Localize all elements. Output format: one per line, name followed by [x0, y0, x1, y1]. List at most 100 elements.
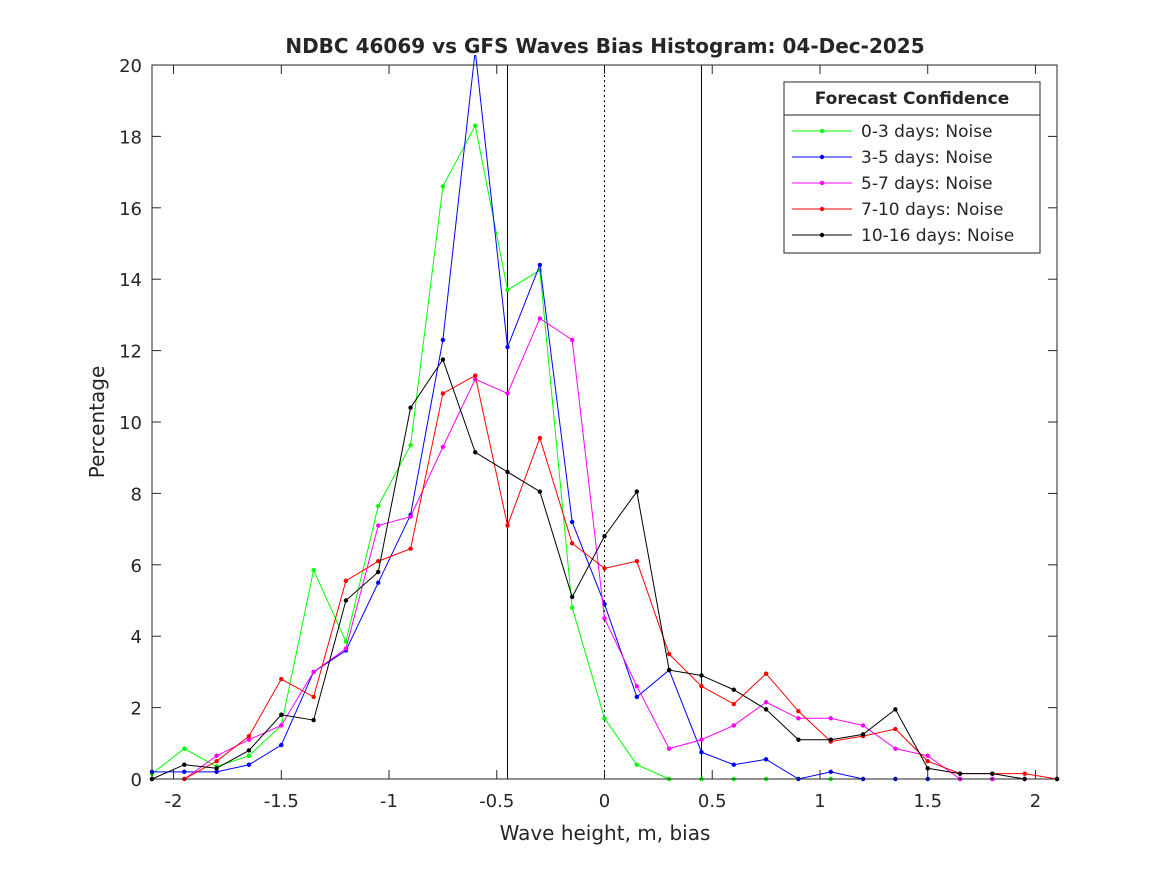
data-point [990, 771, 995, 776]
data-point [925, 753, 930, 758]
data-point [343, 646, 349, 651]
legend-swatch-marker [819, 180, 825, 186]
legend-swatch-marker [819, 154, 825, 160]
y-tick-label: 16 [119, 199, 142, 220]
data-point [602, 566, 607, 571]
data-point [182, 762, 187, 767]
data-point [246, 762, 252, 767]
data-point [860, 732, 866, 737]
data-point [505, 287, 510, 293]
data-point [279, 723, 284, 728]
data-point [796, 737, 801, 742]
data-point [408, 405, 413, 410]
x-tick-label: 1 [814, 791, 825, 812]
data-point [634, 762, 640, 767]
x-tick-label: -2 [165, 791, 183, 812]
data-point [505, 523, 510, 528]
x-tick-label: 0.5 [698, 791, 727, 812]
data-point [828, 769, 833, 775]
data-point [634, 683, 640, 689]
legend-entry-label: 3-5 days: Noise [861, 148, 993, 168]
data-point [602, 534, 607, 539]
data-point [473, 373, 478, 378]
data-point [343, 578, 349, 584]
data-point [699, 683, 704, 689]
data-point [925, 758, 930, 764]
y-tick-label: 12 [119, 342, 142, 363]
plot-area-frame [151, 64, 1058, 780]
data-point [796, 716, 801, 721]
legend-swatch-marker [819, 206, 825, 212]
x-tick-label: 0 [599, 791, 610, 812]
legend-box [783, 81, 1041, 254]
y-tick-label: 2 [131, 699, 142, 720]
data-point [376, 503, 381, 509]
data-point [311, 717, 316, 723]
data-point [537, 262, 543, 268]
data-point [731, 762, 736, 767]
y-tick-label: 6 [131, 556, 142, 577]
data-point [311, 567, 316, 573]
data-point [537, 489, 543, 494]
x-axis-label: Wave height, m, bias [500, 821, 711, 845]
data-point [505, 469, 510, 475]
data-point [731, 687, 736, 692]
data-point [440, 391, 446, 396]
data-point [699, 673, 704, 678]
data-point [699, 750, 704, 755]
data-point [214, 769, 219, 775]
data-point [925, 766, 930, 771]
legend-entry-label: 5-7 days: Noise [861, 174, 993, 194]
data-point [408, 443, 413, 448]
data-point [246, 748, 252, 753]
data-point [505, 391, 510, 396]
legend: Forecast Confidence 0-3 days: Noise 3-5 d… [783, 81, 1041, 254]
data-point [440, 184, 446, 189]
data-point [699, 737, 704, 742]
data-point [602, 716, 607, 721]
data-point [246, 753, 252, 758]
legend-swatch-marker [819, 232, 825, 238]
data-point [505, 344, 510, 350]
data-point [796, 708, 801, 714]
series-line [152, 317, 1057, 780]
y-axis-label: Percentage [85, 366, 109, 479]
data-point [569, 605, 575, 610]
x-tick-label: -1.5 [264, 791, 299, 812]
y-tick-label: 4 [131, 627, 142, 648]
data-point [828, 737, 833, 742]
data-point [440, 337, 446, 343]
data-point [214, 766, 219, 771]
data-point [376, 559, 381, 564]
legend-entry-label: 7-10 days: Noise [861, 200, 1003, 220]
data-point [666, 667, 672, 673]
data-point [182, 769, 187, 775]
data-point [634, 559, 640, 564]
data-point [473, 123, 478, 128]
y-tick-label: 0 [131, 770, 142, 791]
data-point [311, 669, 316, 675]
data-point [279, 712, 284, 717]
data-point [957, 771, 963, 776]
data-point [763, 757, 769, 762]
data-point [731, 723, 736, 728]
data-point [279, 742, 284, 748]
data-point [569, 541, 575, 546]
data-point [893, 707, 898, 712]
data-point [602, 616, 607, 621]
data-point [537, 316, 543, 321]
x-tick-label: 2 [1030, 791, 1041, 812]
data-point [246, 737, 252, 742]
data-point [828, 716, 833, 721]
data-point [376, 569, 381, 575]
data-point [893, 726, 898, 732]
data-point [569, 519, 575, 525]
data-point [763, 707, 769, 712]
data-point [473, 450, 478, 455]
data-point [408, 514, 413, 519]
data-point [763, 700, 769, 705]
data-point [440, 357, 446, 362]
data-point [440, 444, 446, 450]
y-tick-label: 14 [119, 270, 142, 291]
